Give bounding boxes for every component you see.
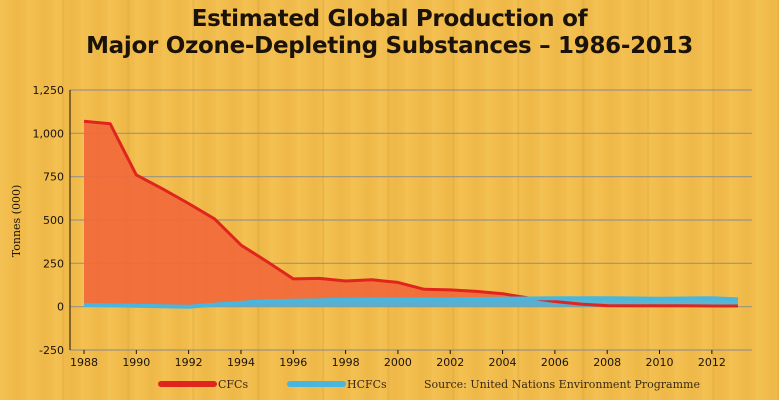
y-tick-label-5: 1,000 <box>33 127 65 140</box>
x-tick-label-10: 2008 <box>593 356 621 369</box>
x-tick-label-2: 1992 <box>175 356 203 369</box>
legend-label-cfcs: CFCs <box>218 378 248 391</box>
chart-title-line-2: Major Ozone-Depleting Substances – 1986-… <box>86 33 693 59</box>
y-tick-label-6: 1,250 <box>33 84 65 97</box>
x-tick-label-11: 2010 <box>646 356 674 369</box>
legend-label-hcfcs: HCFCs <box>347 378 387 391</box>
grid-lines <box>70 89 752 351</box>
chart-title-line-1: Estimated Global Production of <box>191 6 588 32</box>
x-tick-label-8: 2004 <box>489 356 517 369</box>
y-axis-ticks: -250 0 250 500 750 1,000 1,250 <box>33 84 65 357</box>
y-tick-label-4: 750 <box>43 171 64 184</box>
x-axis-ticks: 1988 1990 1992 1994 1996 1998 2000 2002 2004 2006… <box>70 350 726 369</box>
y-tick-label-0: -250 <box>39 344 64 357</box>
line-cfcs <box>83 119 738 308</box>
x-tick-label-9: 2006 <box>541 356 569 369</box>
x-tick-label-6: 2000 <box>384 356 412 369</box>
x-tick-label-3: 1994 <box>227 356 255 369</box>
series-areas <box>84 121 738 307</box>
x-tick-label-7: 2002 <box>436 356 464 369</box>
area-cfcs <box>84 121 738 307</box>
x-tick-label-5: 1998 <box>332 356 360 369</box>
series-lines <box>83 119 739 309</box>
source-note: Source: United Nations Environment Progr… <box>424 378 700 391</box>
legend: CFCs HCFCs <box>158 378 387 391</box>
line-hcfcs <box>83 296 739 309</box>
x-tick-label-1: 1990 <box>122 356 150 369</box>
x-tick-label-4: 1996 <box>279 356 307 369</box>
chart-title: Estimated Global Production of Major Ozo… <box>0 6 779 60</box>
y-tick-label-2: 250 <box>43 257 64 270</box>
y-axis-label: Tonnes (000) <box>10 185 23 258</box>
y-tick-label-1: 0 <box>57 301 64 314</box>
y-tick-label-3: 500 <box>43 214 64 227</box>
x-tick-label-0: 1988 <box>70 356 98 369</box>
x-tick-label-12: 2012 <box>698 356 726 369</box>
